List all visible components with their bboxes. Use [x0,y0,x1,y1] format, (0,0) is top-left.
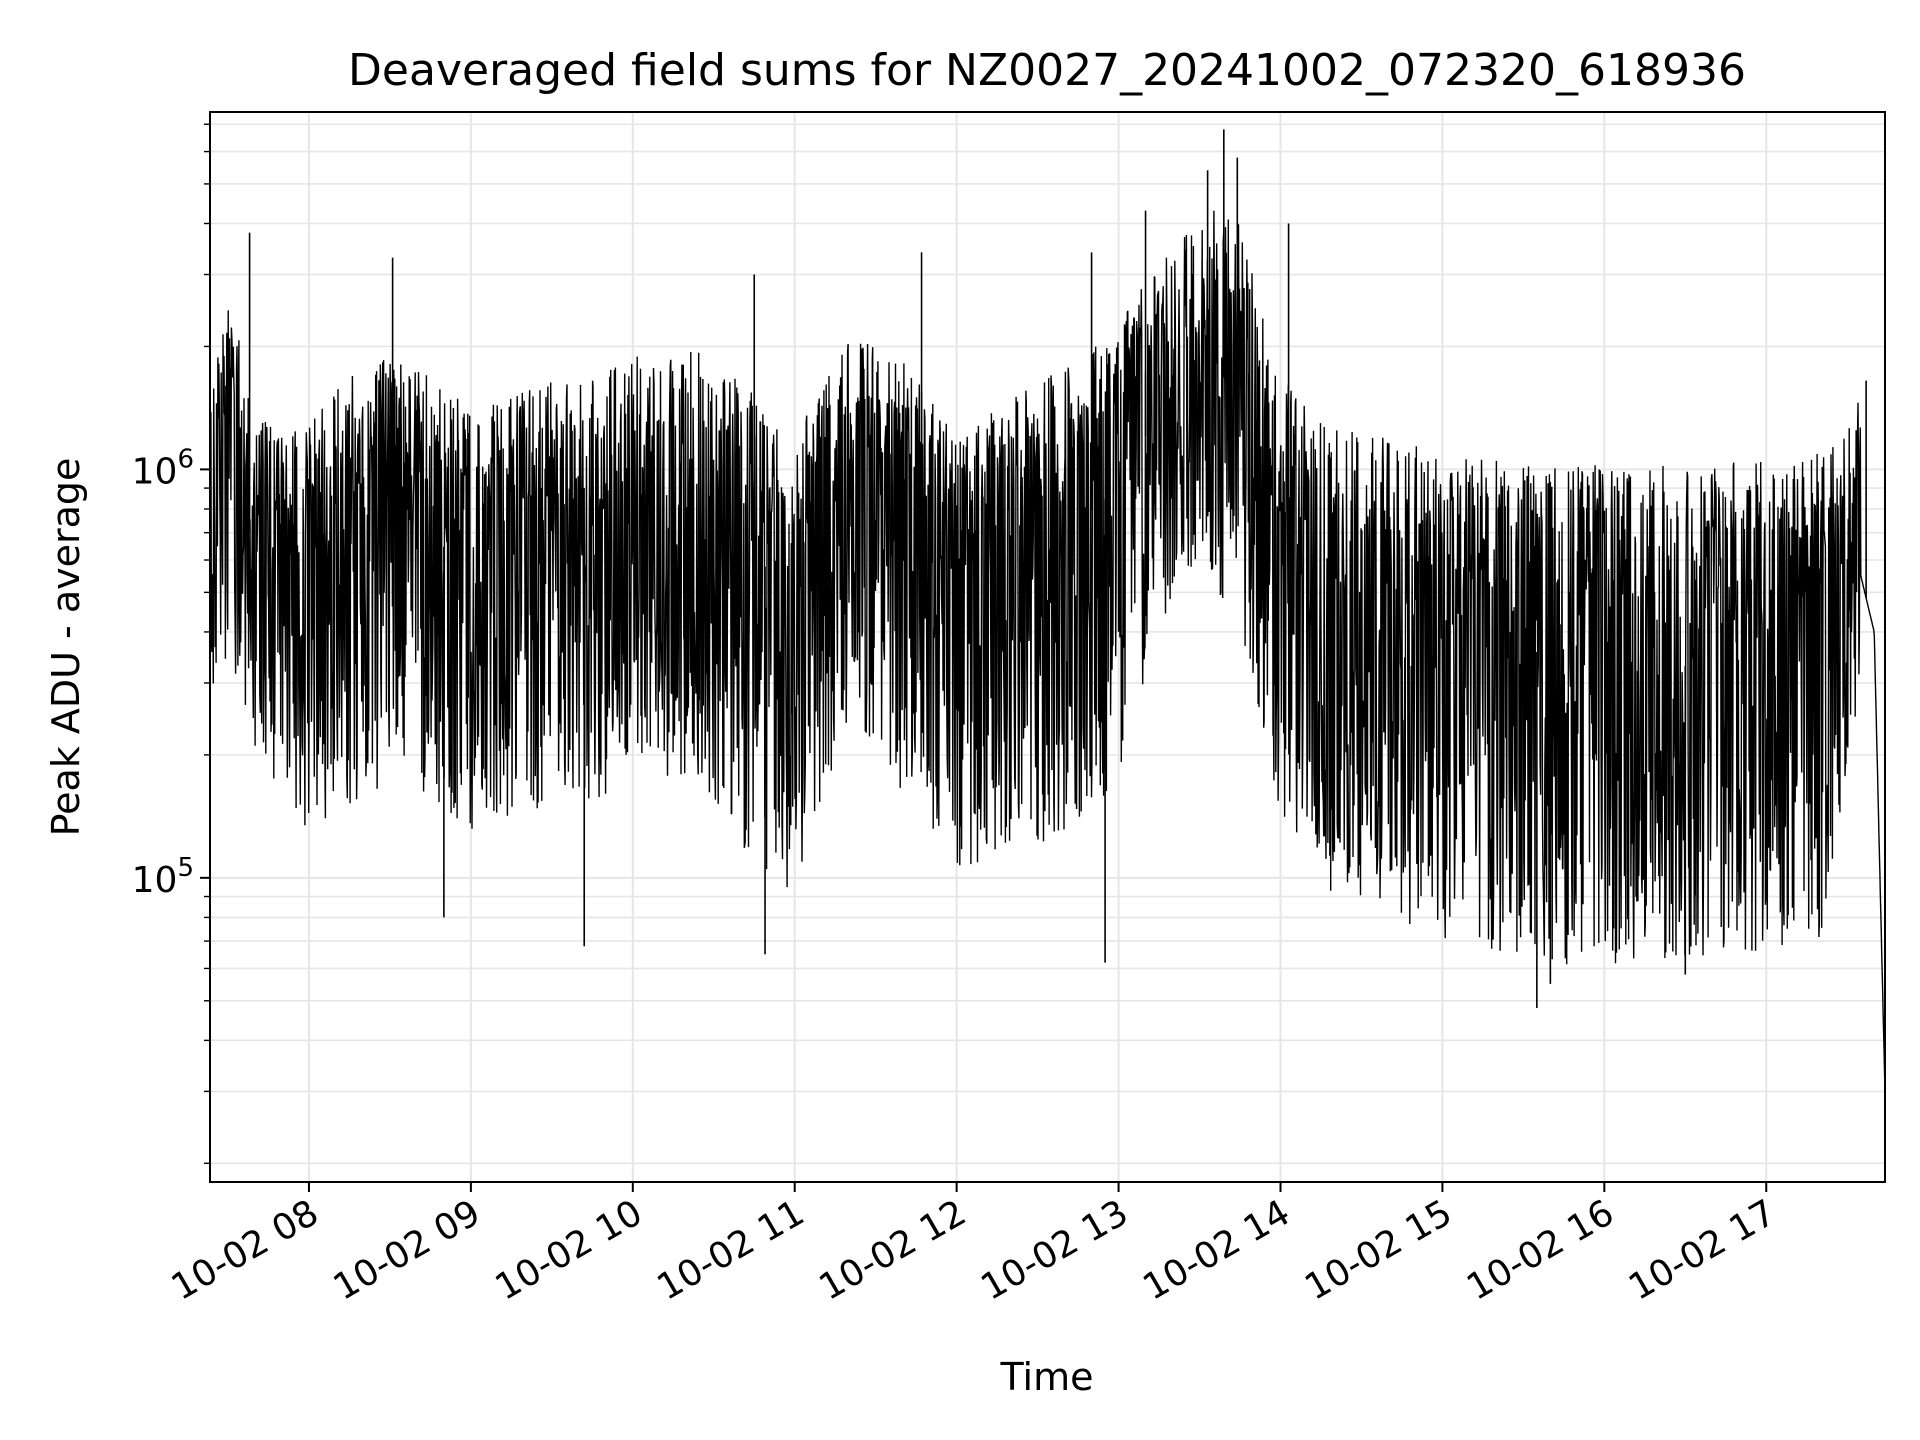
y-axis-label: Peak ADU - average [44,458,88,837]
x-tick-label: 10-02 16 [1460,1192,1621,1308]
x-axis-label: Time [1000,1355,1094,1399]
chart-title: Deaveraged field sums for NZ0027_2024100… [348,45,1746,96]
x-tick-label: 10-02 13 [974,1192,1135,1308]
x-tick-label: 10-02 14 [1136,1192,1297,1308]
x-tick-label: 10-02 09 [327,1192,488,1308]
plot-frame [209,111,1886,1183]
y-tick-label: 106 [132,444,194,492]
x-tick-label: 10-02 08 [165,1192,326,1308]
y-tick-label: 105 [132,853,194,901]
x-tick-label: 10-02 12 [812,1192,973,1308]
x-tick-label: 10-02 15 [1298,1192,1459,1308]
x-tick-label: 10-02 10 [489,1192,650,1308]
x-tick-label: 10-02 17 [1622,1192,1783,1308]
series-line [209,210,1886,1092]
data-series [209,129,1886,1092]
x-tick-label: 10-02 11 [651,1192,812,1308]
